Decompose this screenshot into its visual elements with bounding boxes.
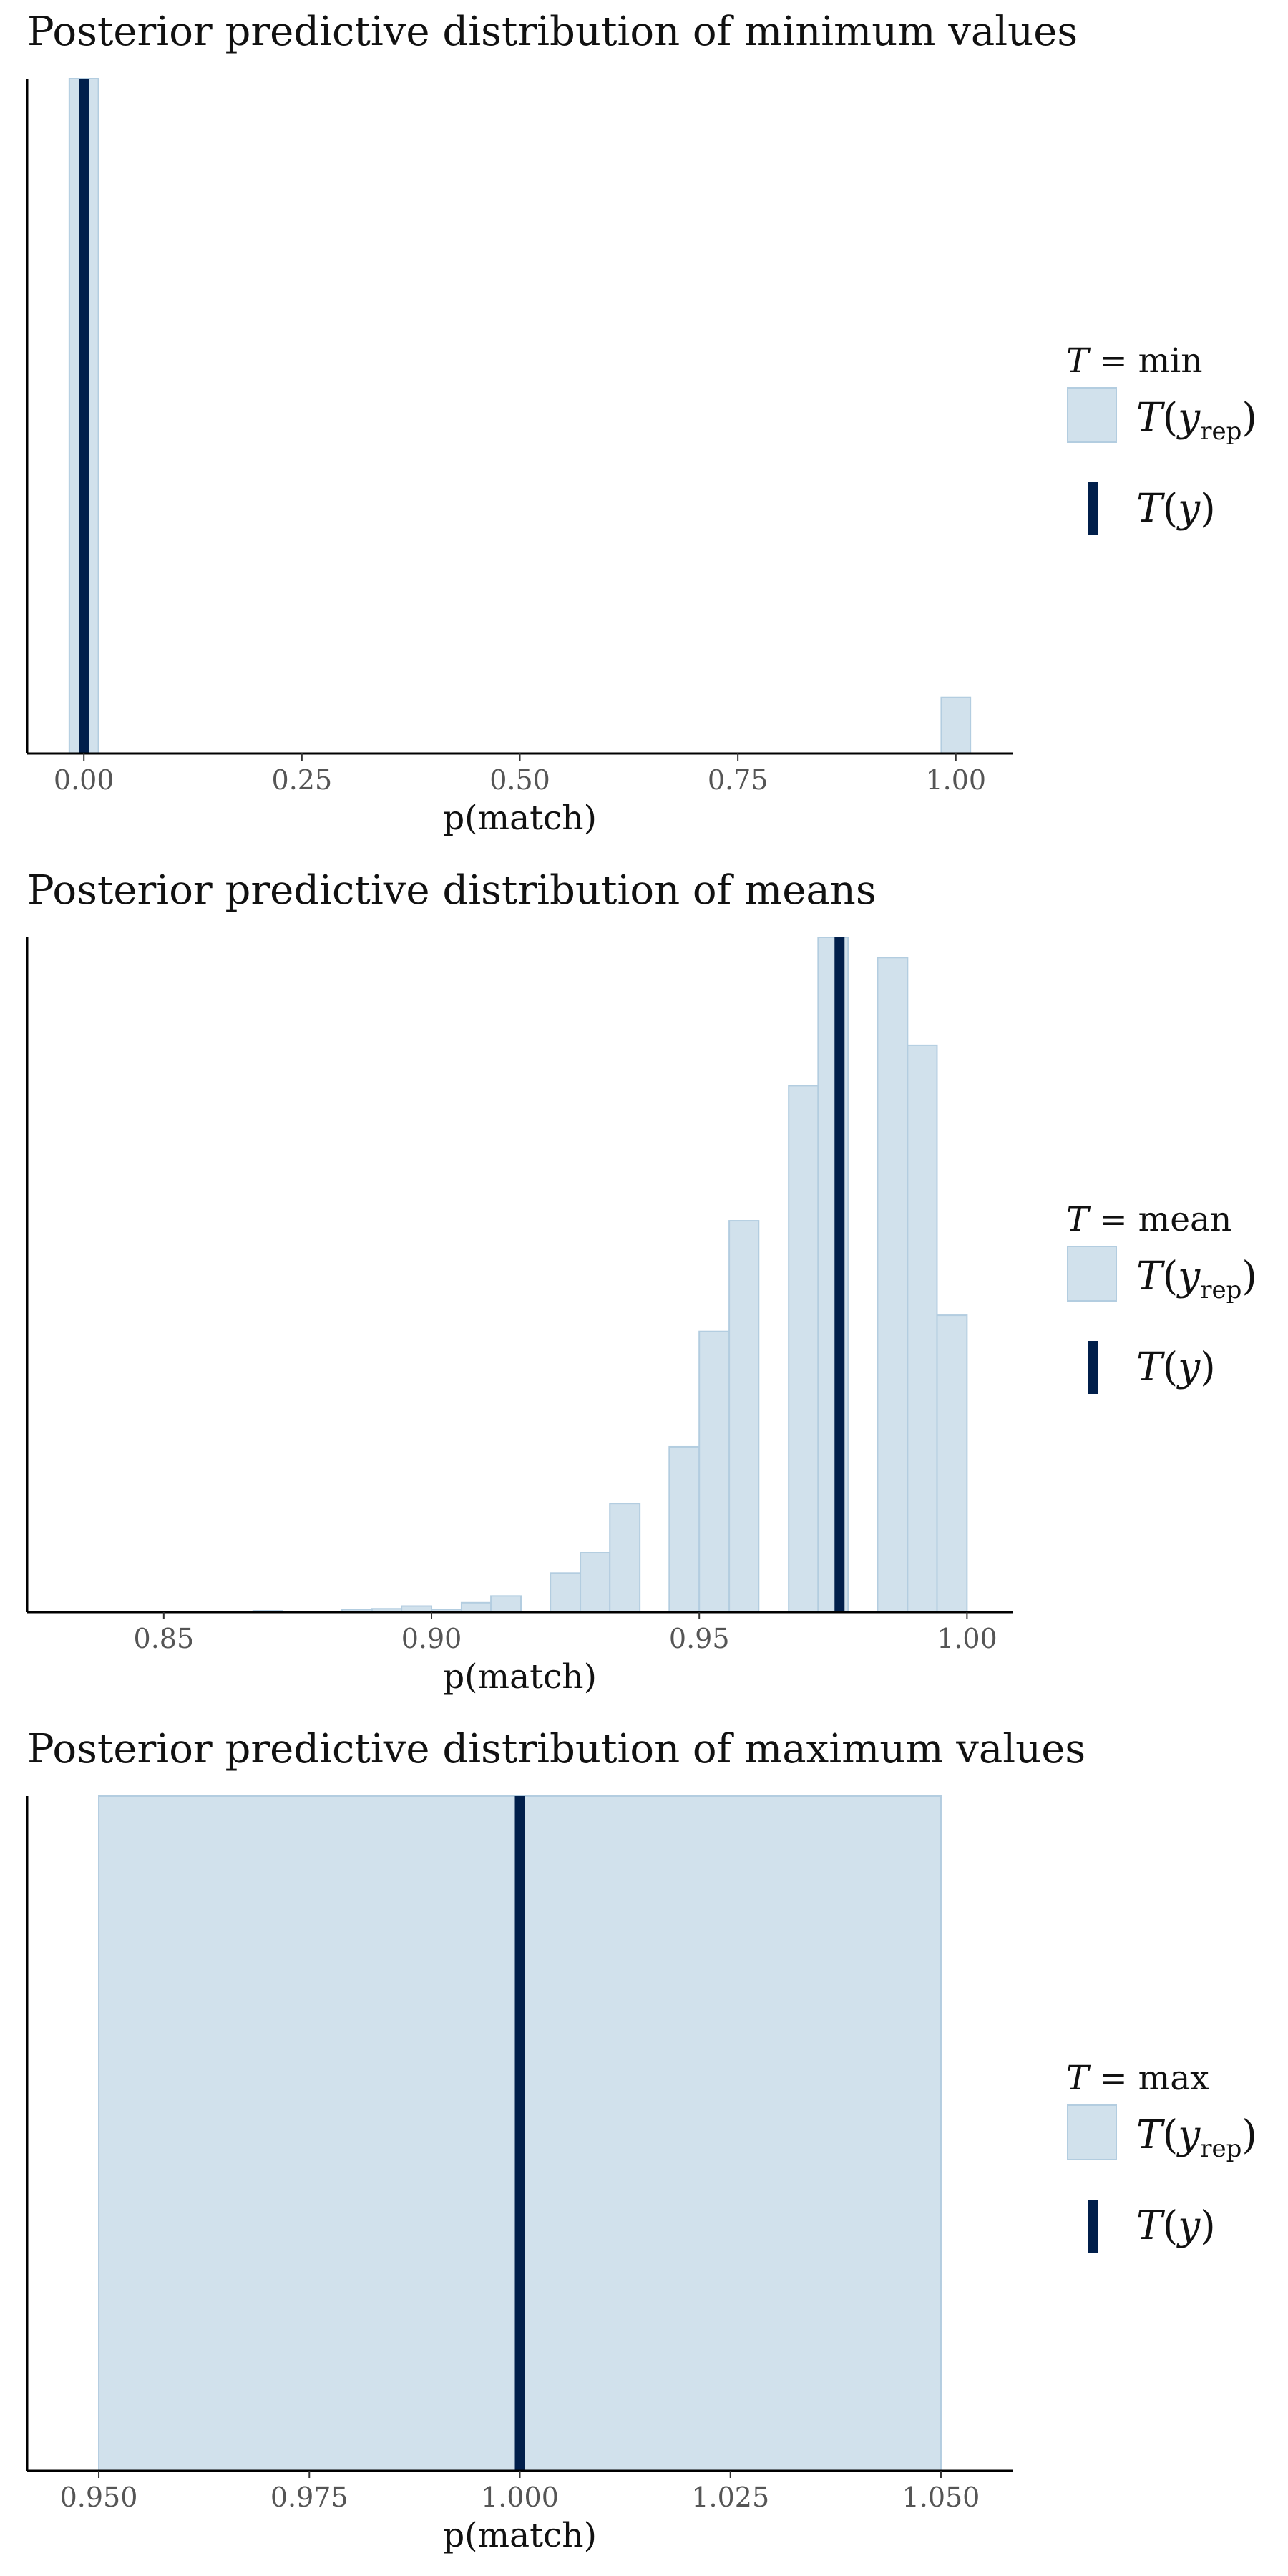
legend-obs-swatch <box>1088 482 1098 535</box>
x-axis-label: p(match) <box>443 1657 597 1697</box>
histogram-bar <box>936 1314 968 1613</box>
legend-title: T = min <box>1066 341 1203 381</box>
legend-rep-label: T(yrep) <box>1136 2112 1257 2163</box>
chart-panel-3: Posterior predictive distribution of max… <box>26 1726 1257 2555</box>
x-tick-label: 0.975 <box>270 2482 348 2513</box>
legend-title: T = mean <box>1066 1200 1231 1239</box>
legend-obs-label: T(y) <box>1136 1344 1216 1390</box>
chart-panel-1: Posterior predictive distribution of min… <box>26 9 1257 838</box>
chart-title: Posterior predictive distribution of max… <box>27 1726 1085 1772</box>
chart-title: Posterior predictive distribution of mea… <box>27 867 877 914</box>
legend-obs-label: T(y) <box>1136 485 1216 531</box>
x-tick-label: 0.950 <box>60 2482 138 2513</box>
x-tick-label: 0.25 <box>272 764 333 796</box>
histogram-bar <box>907 1044 938 1613</box>
x-tick-label: 0.95 <box>669 1623 730 1654</box>
legend: T = min T(yrep) T(y) <box>1066 341 1257 535</box>
x-tick-label: 1.050 <box>902 2482 980 2513</box>
legend-rep-swatch <box>1067 1246 1117 1302</box>
x-axis-label: p(match) <box>443 2516 597 2555</box>
x-tick-label: 0.75 <box>708 764 769 796</box>
legend-rep-swatch <box>1067 2104 1117 2160</box>
legend-rep-swatch <box>1067 387 1117 443</box>
histogram-bar <box>580 1552 611 1614</box>
histogram-bar <box>940 696 972 755</box>
histogram-bar <box>550 1572 582 1613</box>
legend-obs-swatch <box>1088 2200 1098 2253</box>
x-tick-label: 1.000 <box>481 2482 559 2513</box>
legend-rep-label: T(yrep) <box>1136 1253 1257 1304</box>
x-tick-label: 0.00 <box>54 764 114 796</box>
x-tick-label: 1.00 <box>925 764 986 796</box>
legend: T = max T(yrep) T(y) <box>1066 2059 1257 2253</box>
histogram-bar <box>728 1220 760 1614</box>
histogram-bar <box>460 1601 492 1614</box>
legend-rep-label: T(yrep) <box>1136 394 1257 446</box>
x-axis-label: p(match) <box>443 799 597 838</box>
histogram-bar <box>668 1445 701 1613</box>
legend-title: T = max <box>1066 2059 1209 2098</box>
x-tick-label: 1.00 <box>937 1623 997 1654</box>
x-tick-label: 0.90 <box>401 1623 462 1654</box>
legend: T = mean T(yrep) T(y) <box>1066 1200 1257 1394</box>
legend-obs-label: T(y) <box>1136 2202 1216 2248</box>
chart-panel-2: Posterior predictive distribution of mea… <box>26 867 1257 1697</box>
x-tick-label: 0.50 <box>489 764 550 796</box>
legend-obs-swatch <box>1088 1341 1098 1394</box>
chart-title: Posterior predictive distribution of min… <box>27 9 1078 55</box>
x-tick-label: 1.025 <box>691 2482 769 2513</box>
histogram-bar <box>788 1085 819 1613</box>
x-tick-label: 0.85 <box>134 1623 195 1654</box>
histogram-bar <box>877 957 909 1614</box>
histogram-bar <box>609 1503 641 1613</box>
histogram-bar <box>490 1595 522 1613</box>
histogram-bar <box>698 1330 731 1614</box>
